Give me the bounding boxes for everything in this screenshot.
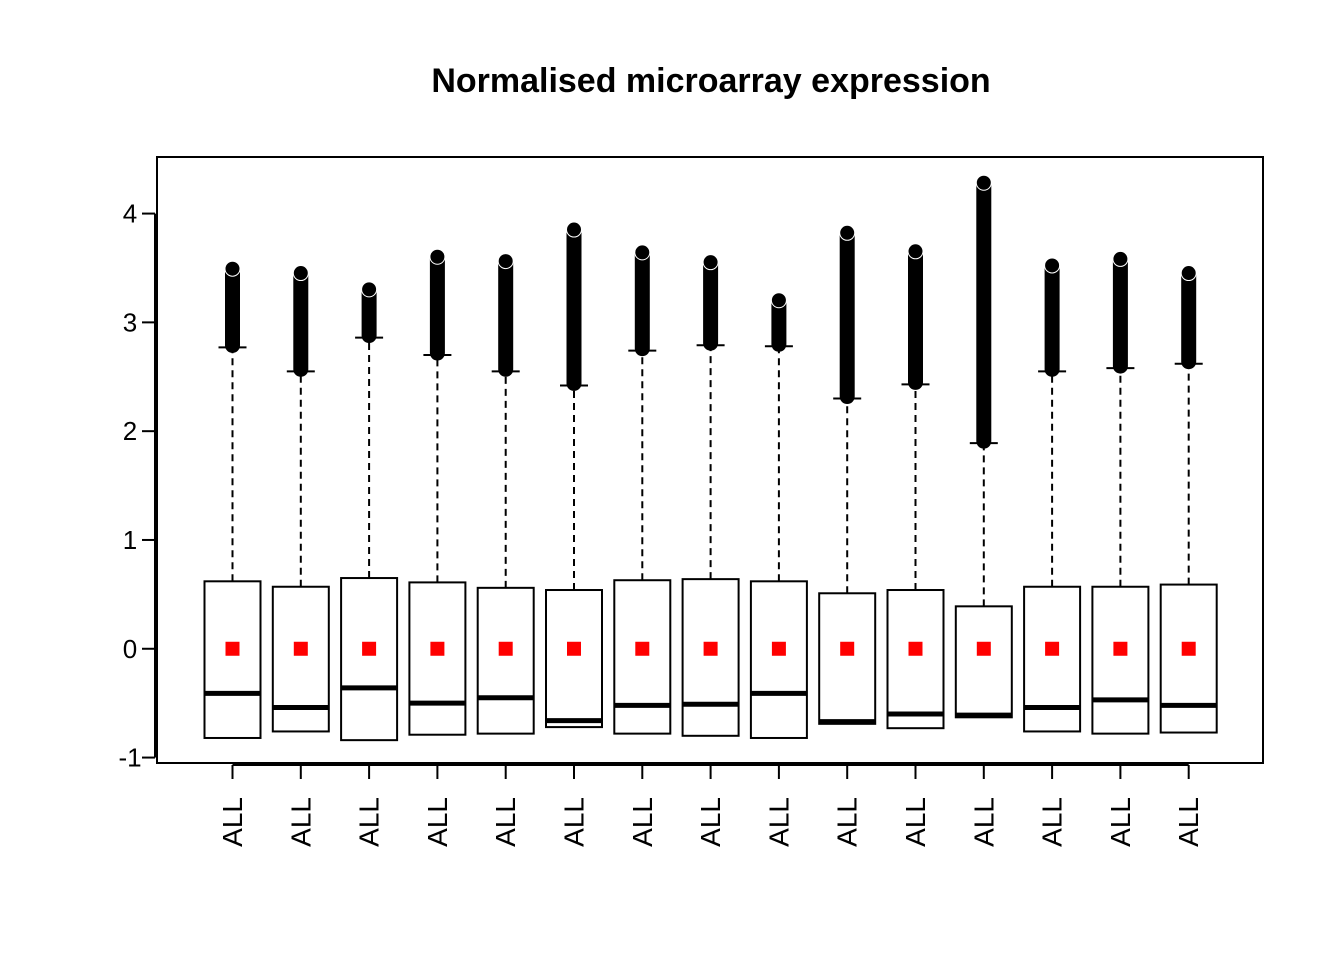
- box-6: [545, 221, 603, 729]
- y-tick-label: 4: [123, 199, 137, 229]
- mean-marker: [840, 641, 855, 656]
- box-9: [749, 292, 808, 739]
- box-14: [1091, 250, 1150, 735]
- mean-marker: [1181, 641, 1196, 656]
- mean-marker: [567, 641, 581, 656]
- x-tick-label: ALL: [1037, 797, 1068, 847]
- x-tick-label: ALL: [490, 797, 521, 847]
- box-body: [1159, 583, 1218, 734]
- x-tick-label: ALL: [763, 797, 794, 847]
- box-body: [476, 586, 535, 735]
- y-tick-label: -1: [118, 743, 141, 773]
- outlier-point-max: [839, 224, 856, 241]
- mean-marker: [908, 641, 923, 656]
- box-10: [818, 224, 877, 725]
- box-13: [1023, 257, 1082, 733]
- box-body: [681, 578, 740, 737]
- chart-title: Normalised microarray expression: [431, 62, 990, 100]
- box-body: [818, 592, 877, 725]
- box-body: [954, 605, 1013, 719]
- x-tick-label: ALL: [559, 797, 590, 847]
- box-2: [271, 265, 330, 733]
- box-body: [1091, 585, 1150, 735]
- x-tick-label: ALL: [1105, 797, 1136, 847]
- box-body: [408, 581, 467, 736]
- x-tick-label: ALL: [217, 797, 248, 847]
- outlier-point-max: [292, 265, 309, 282]
- y-tick-label: 2: [123, 416, 137, 446]
- mean-marker: [771, 641, 786, 656]
- box-12: [954, 174, 1013, 719]
- outlier-point-max: [702, 254, 719, 271]
- mean-marker: [498, 641, 513, 656]
- box-body: [749, 580, 808, 739]
- x-tick-label: ALL: [354, 797, 385, 847]
- x-tick-label: ALL: [1173, 797, 1204, 847]
- outlier-point-max: [1112, 250, 1129, 267]
- x-tick-label: ALL: [900, 797, 931, 847]
- box-body: [886, 589, 945, 730]
- x-tick-label: ALL: [285, 797, 316, 847]
- y-axis: -1 0 1 2 3 4: [118, 199, 156, 773]
- mean-marker: [293, 641, 308, 656]
- outlier-point-max: [634, 244, 651, 261]
- outlier-point-max: [224, 260, 241, 277]
- box-1: [203, 260, 262, 739]
- box-body: [545, 589, 603, 729]
- mean-marker: [430, 641, 445, 656]
- mean-marker: [1045, 641, 1060, 656]
- box-5: [476, 253, 535, 735]
- plot-frame: [156, 156, 1264, 764]
- y-tick-label: 0: [123, 634, 137, 664]
- mean-marker: [976, 641, 991, 656]
- box-15: [1159, 265, 1218, 734]
- outlier-point-max: [1044, 257, 1061, 274]
- box-body: [340, 577, 399, 742]
- mean-marker: [1113, 641, 1128, 656]
- outlier-point-max: [566, 221, 582, 238]
- x-axis: ALL ALL ALL ALL ALL ALL ALL ALL ALL ALL ALL ALL ALL A…: [217, 764, 1204, 847]
- outlier-point-max: [361, 281, 378, 298]
- box-4: [408, 248, 467, 736]
- y-tick-label: 3: [123, 307, 137, 337]
- x-tick-label: ALL: [422, 797, 453, 847]
- outlier-point-max: [1180, 265, 1197, 282]
- x-tick-label: ALL: [832, 797, 863, 847]
- outlier-point-max: [429, 248, 446, 265]
- x-tick-label: ALL: [695, 797, 726, 847]
- box-7: [613, 244, 672, 735]
- outlier-point-max: [907, 243, 924, 260]
- y-tick-label: 1: [123, 525, 137, 555]
- x-tick-label: ALL: [968, 797, 999, 847]
- outlier-point-max: [497, 253, 514, 270]
- box-8: [681, 254, 740, 737]
- box-3: [340, 281, 399, 742]
- mean-marker: [703, 641, 718, 656]
- box-series: [203, 174, 1218, 742]
- box-11: [886, 243, 945, 730]
- mean-marker: [225, 641, 240, 656]
- mean-marker: [635, 641, 650, 656]
- mean-marker: [362, 641, 377, 656]
- outlier-point-max: [770, 292, 787, 309]
- box-body: [613, 579, 672, 735]
- box-body: [203, 580, 262, 739]
- outlier-point-max: [975, 174, 992, 191]
- x-tick-label: ALL: [627, 797, 658, 847]
